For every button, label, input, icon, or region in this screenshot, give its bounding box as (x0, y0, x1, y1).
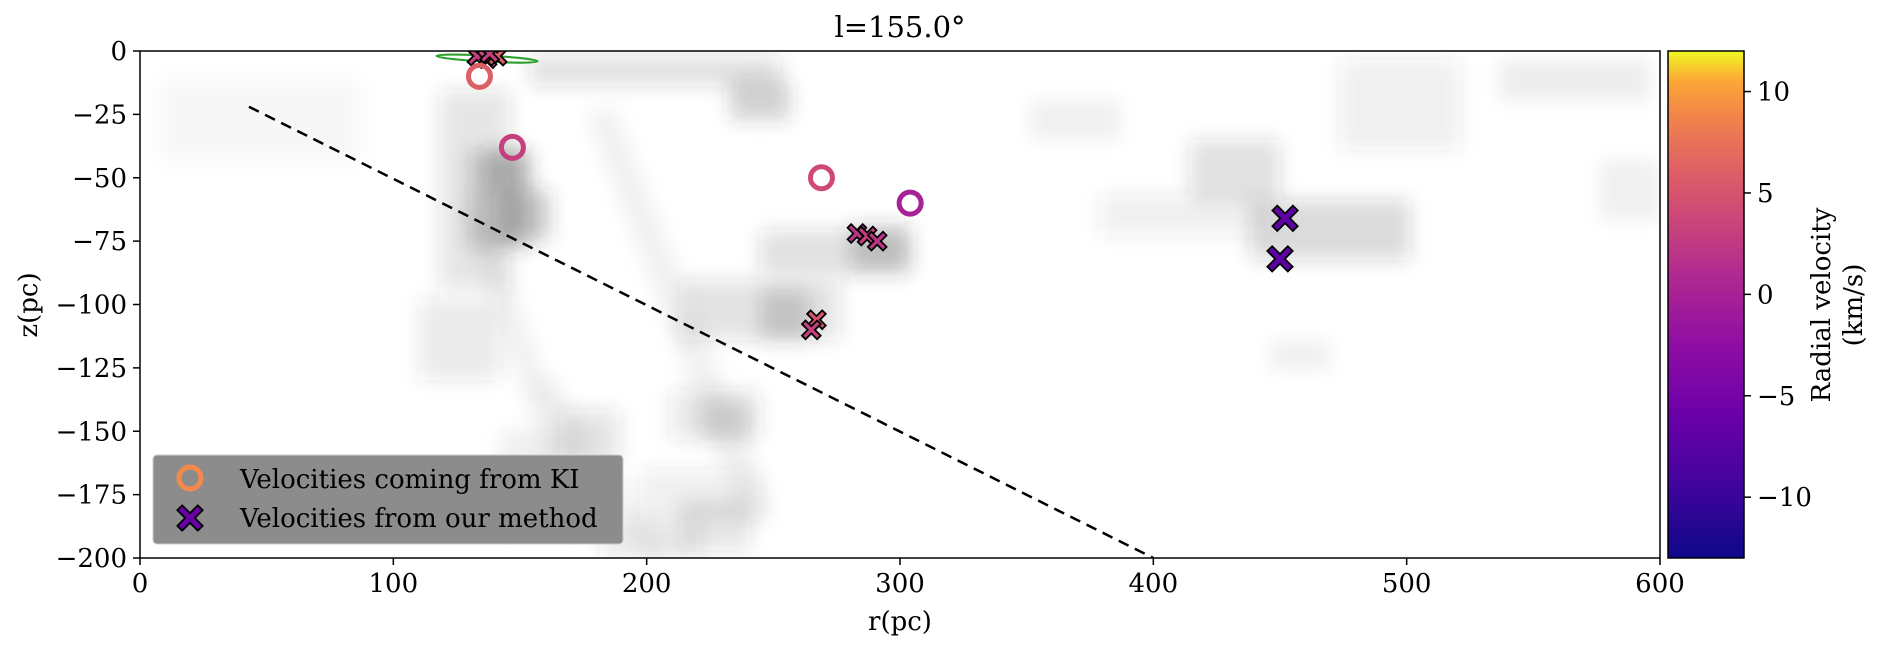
x-tick-label: 500 (1382, 569, 1432, 599)
x-marker (1271, 204, 1299, 233)
colorbar-tick-label: 5 (1757, 179, 1774, 209)
y-tick-label: −75 (72, 227, 127, 257)
x-tick-label: 400 (1129, 569, 1179, 599)
legend-label-ki: Velocities coming from KI (239, 465, 580, 495)
y-tick-label: −175 (56, 481, 127, 511)
x-marker (866, 230, 888, 252)
legend-marker-x (176, 504, 204, 532)
x-tick-label: 100 (369, 569, 419, 599)
colorbar: 10 5 0 −5 −10 Radial velocity (km/s) (1667, 50, 1869, 559)
colorbar-tick-label: −5 (1757, 382, 1795, 412)
y-axis-label: z(pc) (14, 272, 44, 337)
legend: Velocities coming from KI Velocities fro… (152, 454, 624, 545)
y-tick-label: −125 (56, 354, 127, 384)
x-marker (800, 319, 822, 341)
legend-box (152, 454, 624, 545)
circle-marker (807, 164, 835, 192)
colorbar-tick-label: −10 (1757, 483, 1812, 513)
colorbar-label-line2: (km/s) (1839, 264, 1869, 347)
x-axis-label: r(pc) (868, 607, 932, 637)
x-marker (478, 51, 501, 65)
colorbar-tick-label: 10 (1757, 78, 1790, 108)
y-tick-label: −200 (56, 544, 127, 574)
colorbar-gradient (1667, 50, 1745, 559)
y-tick-label: 0 (110, 37, 127, 67)
x-tick-label: 0 (132, 569, 149, 599)
markers-layer (465, 51, 1299, 341)
y-tick-label: −150 (56, 417, 127, 447)
circle-marker (498, 133, 526, 161)
x-axis: 0 100 200 300 400 500 600 (132, 558, 1685, 599)
x-tick-label: 200 (622, 569, 672, 599)
y-tick-label: −25 (72, 100, 127, 130)
legend-circle-icon (176, 464, 204, 492)
colorbar-ticks: 10 5 0 −5 −10 (1744, 78, 1812, 513)
x-marker (1266, 244, 1294, 273)
legend-label-method: Velocities from our method (239, 504, 598, 534)
y-tick-label: −100 (56, 291, 127, 321)
dashed-boundary-line (248, 105, 1154, 558)
colorbar-label-line1: Radial velocity (1807, 207, 1837, 402)
chart-title: l=155.0° (834, 10, 965, 44)
x-tick-label: 300 (875, 569, 925, 599)
circle-marker (896, 189, 924, 217)
x-tick-label: 600 (1635, 569, 1685, 599)
circle-marker (465, 62, 493, 90)
legend-x-icon (176, 504, 204, 532)
colorbar-tick-label: 0 (1757, 280, 1774, 310)
y-axis: 0 −25 −50 −75 −100 −125 −150 −175 −200 (56, 37, 140, 574)
y-tick-label: −50 (72, 164, 127, 194)
legend-marker-circle (176, 464, 204, 492)
